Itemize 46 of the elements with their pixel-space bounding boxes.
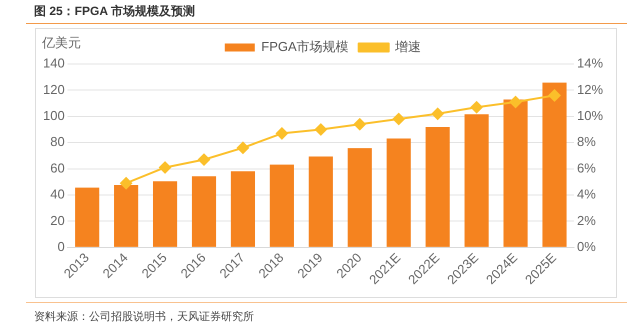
bar <box>114 185 138 247</box>
y2-tick-label: 0% <box>576 238 596 254</box>
bar <box>503 100 528 247</box>
point <box>159 161 172 174</box>
point <box>276 127 288 140</box>
legend-label: 增速 <box>394 39 422 54</box>
bar <box>192 176 216 247</box>
y-tick-label: 80 <box>50 134 65 150</box>
bar <box>270 164 294 247</box>
bar <box>542 82 567 247</box>
chart-title: 图 25：FPGA 市场规模及预测 <box>34 3 195 20</box>
y-tick-label: 20 <box>50 212 65 228</box>
point <box>120 177 132 190</box>
bar <box>386 138 411 247</box>
y-tick-label: 100 <box>42 108 65 123</box>
y-tick-label: 120 <box>42 82 65 97</box>
point <box>236 142 249 154</box>
bar <box>75 188 100 247</box>
y-tick-label: 40 <box>50 186 65 202</box>
point <box>548 89 561 102</box>
y2-tick-label: 14% <box>576 56 604 71</box>
point <box>510 96 522 108</box>
bar <box>152 181 178 247</box>
legend-label: FPGA市场规模 <box>261 39 349 54</box>
bar <box>348 148 372 247</box>
point <box>432 108 444 120</box>
y-tick-label: 0 <box>57 238 65 254</box>
y2-tick-label: 10% <box>576 108 604 123</box>
point <box>392 113 405 126</box>
y-tick-label: 140 <box>42 56 65 71</box>
y-axis-title: 亿美元 <box>42 34 81 52</box>
bar <box>464 114 489 247</box>
bar <box>308 156 333 247</box>
text: 资料来源：公司招股说明书，天风证券研究所 <box>34 310 254 324</box>
y2-tick-label: 8% <box>576 134 596 150</box>
point <box>314 123 327 136</box>
y2-tick-label: 12% <box>576 82 604 97</box>
y-tick-label: 60 <box>50 160 65 176</box>
point <box>354 118 366 130</box>
bar <box>426 127 450 247</box>
bar <box>230 171 256 247</box>
y2-tick-label: 6% <box>576 160 596 176</box>
point <box>198 154 210 166</box>
y2-tick-label: 4% <box>576 186 596 202</box>
point <box>470 101 483 114</box>
y2-tick-label: 2% <box>576 212 596 228</box>
